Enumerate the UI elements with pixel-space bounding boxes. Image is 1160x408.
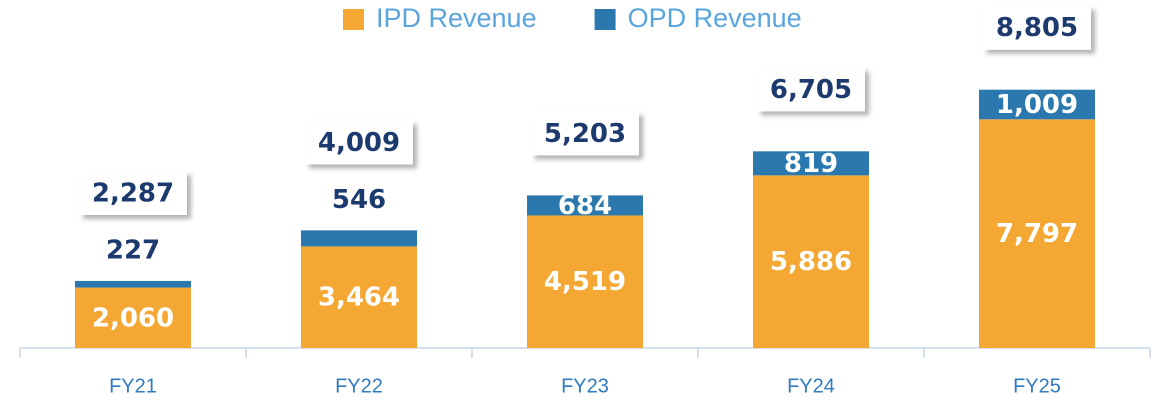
- legend-swatch: [594, 9, 616, 30]
- bar-segment: [301, 230, 417, 247]
- legend-label: IPD Revenue: [376, 3, 537, 33]
- bar-segment: [75, 287, 191, 348]
- total-box: [983, 5, 1091, 50]
- bar-segment: [979, 119, 1095, 349]
- data-label: 2,060: [92, 303, 174, 333]
- total-label: 8,805: [996, 13, 1078, 43]
- bar-segment: [527, 195, 643, 216]
- total-box: [531, 111, 639, 156]
- legend: IPD Revenue OPD Revenue: [343, 3, 802, 33]
- data-label: 546: [332, 185, 386, 215]
- bar-segment: [527, 215, 643, 348]
- x-tick-label: FY22: [335, 375, 383, 397]
- bar-segment: [979, 89, 1095, 120]
- bar-segment: [301, 246, 417, 348]
- total-label: 4,009: [318, 128, 400, 158]
- x-tick-label: FY21: [109, 375, 157, 397]
- legend-swatch: [343, 9, 364, 30]
- data-label: 819: [784, 149, 838, 179]
- total-label: 2,287: [92, 178, 174, 208]
- x-tick-label: FY24: [787, 375, 835, 397]
- legend-label: OPD Revenue: [628, 3, 802, 33]
- data-label: 4,519: [544, 267, 626, 297]
- total-box: [757, 67, 865, 112]
- total-label: 6,705: [770, 75, 852, 105]
- total-box: [79, 170, 187, 215]
- data-label: 1,009: [996, 90, 1078, 120]
- bar-segment: [75, 280, 191, 288]
- total-box: [305, 120, 413, 165]
- data-label: 7,797: [996, 219, 1078, 249]
- total-label: 5,203: [544, 119, 626, 149]
- data-label: 3,464: [318, 283, 400, 313]
- x-tick-label: FY25: [1013, 375, 1061, 397]
- data-label: 227: [106, 235, 160, 265]
- x-tick-label: FY23: [561, 375, 609, 397]
- data-label: 684: [558, 191, 612, 221]
- bar-segment: [753, 175, 869, 348]
- bar-segment: [753, 151, 869, 176]
- data-label: 5,886: [770, 247, 852, 277]
